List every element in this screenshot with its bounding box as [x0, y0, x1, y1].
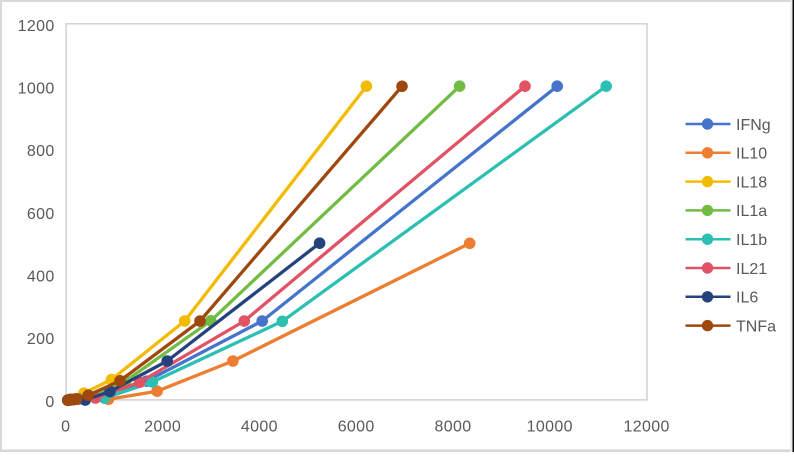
svg-text:800: 800	[27, 143, 55, 160]
svg-text:6000: 6000	[338, 419, 375, 436]
svg-text:0: 0	[45, 394, 54, 411]
svg-text:400: 400	[27, 269, 55, 286]
svg-text:10000: 10000	[527, 419, 573, 436]
svg-text:IL10: IL10	[736, 146, 767, 163]
svg-text:2000: 2000	[144, 419, 181, 436]
svg-text:IL6: IL6	[736, 290, 758, 307]
svg-text:4000: 4000	[241, 419, 278, 436]
svg-text:8000: 8000	[435, 419, 472, 436]
svg-text:1000: 1000	[18, 81, 55, 98]
svg-text:600: 600	[27, 206, 55, 223]
svg-text:1200: 1200	[18, 18, 55, 35]
svg-text:IFNg: IFNg	[736, 117, 771, 134]
svg-text:TNFa: TNFa	[736, 318, 776, 335]
svg-text:12000: 12000	[623, 419, 669, 436]
svg-text:200: 200	[27, 331, 55, 348]
svg-text:0: 0	[61, 419, 70, 436]
svg-text:IL1a: IL1a	[736, 203, 767, 220]
svg-text:IL1b: IL1b	[736, 232, 767, 249]
svg-text:IL21: IL21	[736, 261, 767, 278]
svg-text:IL18: IL18	[736, 174, 767, 191]
